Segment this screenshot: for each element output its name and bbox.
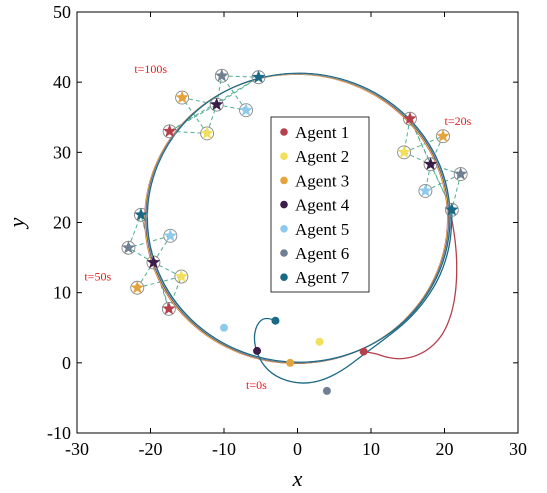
legend-marker	[280, 225, 288, 233]
formation-link	[216, 76, 259, 106]
legend-entry: Agent 4	[295, 196, 350, 215]
x-tick-label: -10	[212, 439, 236, 459]
agent-6-t100-star	[214, 68, 229, 82]
agent-4-t100-star	[209, 97, 224, 111]
agent-4-t20-star	[423, 157, 438, 171]
agent-1-initial-point	[359, 347, 368, 356]
formation-link	[430, 135, 444, 165]
x-tick-label: -20	[139, 439, 163, 459]
agent-2-t50-star	[174, 269, 189, 283]
y-tick-label: 20	[53, 213, 71, 233]
orbit-agent-7	[146, 72, 451, 363]
legend-entry: Agent 1	[295, 123, 349, 142]
time-annotation: t=50s	[84, 270, 111, 284]
formation-link	[153, 262, 182, 277]
x-tick-label: -30	[65, 439, 89, 459]
y-tick-label: -10	[47, 423, 71, 443]
formation-link	[216, 75, 223, 105]
agent-3-t20-star	[436, 128, 450, 143]
formation-link	[430, 164, 453, 211]
agent-7-t100-star	[251, 70, 266, 84]
formation-link	[182, 97, 217, 106]
agent-2-initial-point	[315, 337, 324, 346]
x-axis-label: x	[292, 466, 303, 491]
agent-7-t50-star	[134, 207, 148, 221]
legend-marker	[280, 152, 288, 160]
agent-5-t50-star	[163, 228, 178, 242]
formation-link	[181, 97, 208, 134]
formation-link	[128, 247, 154, 263]
legend-marker	[280, 128, 288, 136]
legend-entry: Agent 2	[295, 147, 349, 166]
formation-link	[206, 104, 218, 134]
agent-6-t50-star	[121, 240, 136, 254]
x-tick-label: 10	[362, 439, 380, 459]
legend-marker	[280, 273, 288, 282]
formation-link	[430, 163, 461, 175]
legend: Agent 1 Agent 2 Agent 3 Agent 4 Agent 5 Agent…	[270, 116, 370, 293]
time-annotation: t=0s	[246, 378, 267, 392]
agent-1-t100-star	[162, 124, 177, 138]
agent-1-t50-star	[162, 301, 176, 315]
agent-2-t20-star	[397, 145, 411, 159]
agent-4-t50-star	[146, 255, 161, 269]
formation-link	[221, 75, 247, 111]
legend-marker	[280, 200, 288, 209]
y-tick-label: 0	[62, 353, 71, 373]
agent-6-initial-point	[322, 386, 331, 395]
agent-2-t100-star	[200, 126, 214, 140]
legend-entry: Agent 5	[295, 220, 349, 239]
legend-box	[270, 116, 370, 293]
agent-5-t20-star	[418, 183, 433, 197]
trajectory-agent-7	[253, 209, 453, 384]
formation-link	[152, 262, 170, 309]
x-tick-label: 20	[436, 439, 454, 459]
formation-link	[169, 104, 217, 132]
formation-link	[153, 235, 171, 263]
formation-link	[137, 276, 182, 289]
agent-3-initial-point	[286, 358, 295, 367]
agent-6-t20-star	[453, 166, 468, 180]
agent-3-t50-star	[130, 280, 145, 294]
y-axis-label: y	[4, 217, 29, 229]
legend-entry: Agent 3	[295, 171, 349, 190]
formation-link	[168, 276, 182, 309]
agent-5-t100-star	[239, 103, 253, 117]
agent-markers	[121, 68, 468, 395]
time-annotations: t=0s t=20s t=50s t=100s	[84, 62, 471, 392]
agent-3-t100-star	[175, 90, 189, 104]
x-tick-label: 0	[293, 439, 302, 459]
agent-7-initial-point	[271, 316, 280, 325]
time-annotation: t=20s	[445, 114, 472, 128]
agent-4-initial-point	[253, 346, 262, 355]
trajectories	[253, 209, 458, 384]
formation-link	[403, 135, 444, 153]
formation-link	[403, 118, 411, 153]
x-tick-label: 30	[509, 439, 527, 459]
axes: -30 -20 -10 0 10 20 30 -10 0 10 20 30 40 50	[47, 2, 527, 459]
agent-7-t20-star	[444, 202, 459, 216]
y-tick-label: 30	[53, 142, 71, 162]
legend-entry: Agent 7	[295, 268, 350, 287]
time-annotation: t=100s	[134, 62, 167, 76]
trajectory-agent-1	[363, 215, 458, 360]
y-tick-label: 50	[53, 2, 71, 22]
y-tick-label: 40	[53, 72, 71, 92]
y-tick-label: 10	[53, 283, 71, 303]
legend-entry: Agent 6	[295, 244, 349, 263]
formation-link	[127, 214, 142, 248]
agent-5-initial-point	[220, 323, 228, 332]
legend-marker	[280, 176, 288, 185]
legend-marker	[280, 249, 288, 257]
agent-1-t20-star	[403, 111, 417, 125]
